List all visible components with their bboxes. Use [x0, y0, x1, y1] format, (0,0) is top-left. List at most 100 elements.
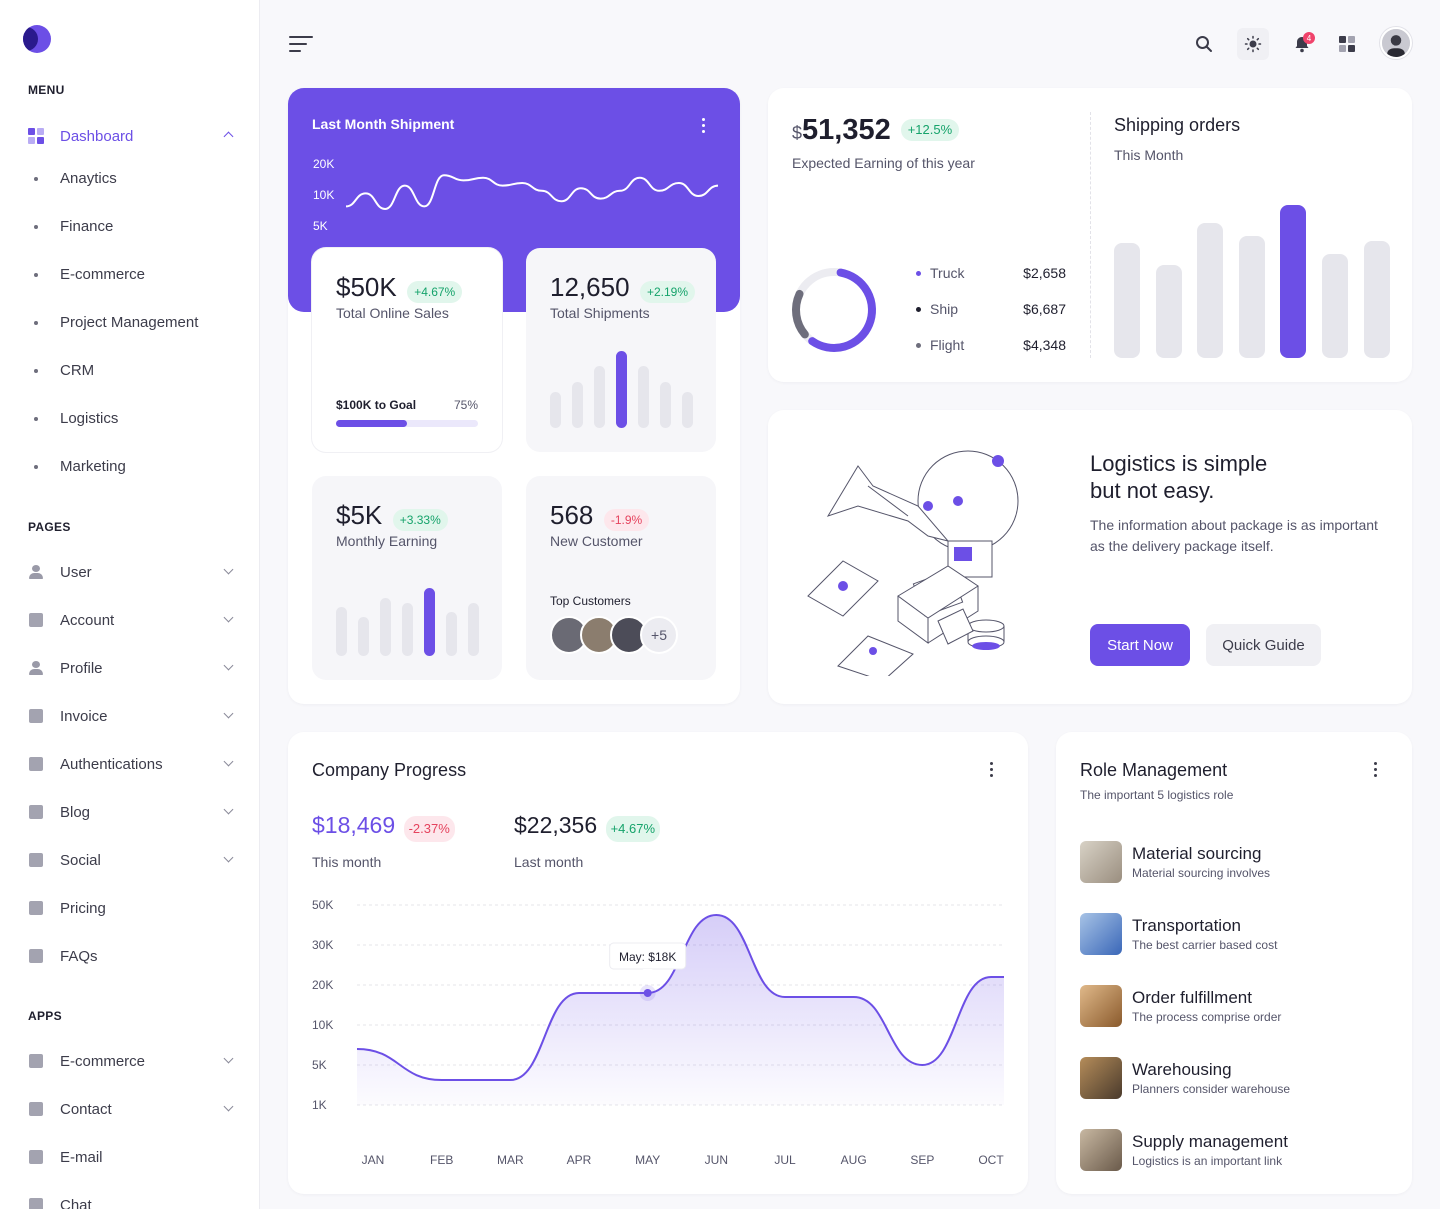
new-customer-card: 568 -1.9% New Customer Top Customers +5 — [526, 476, 716, 680]
sidebar-item-label: Social — [60, 851, 101, 869]
earning-currency: $ — [792, 123, 803, 143]
bar — [1363, 241, 1390, 358]
invoice-icon — [28, 708, 44, 724]
role-item[interactable]: Supply management Logistics is an importa… — [1080, 1129, 1400, 1173]
monthly-earning-card: $5K +3.33% Monthly Earning — [312, 476, 502, 680]
new-customer-change: -1.9% — [603, 508, 650, 531]
progress-area — [357, 915, 1004, 1105]
goal-progress-bar — [336, 420, 478, 427]
pricing-icon — [28, 900, 44, 916]
legend-value: $4,348 — [1023, 337, 1066, 353]
logo[interactable] — [23, 25, 51, 53]
role-description: Planners consider warehouse — [1132, 1082, 1291, 1096]
progress-xtick: AUG — [841, 1153, 867, 1167]
chevron-down-icon — [223, 1101, 234, 1112]
legend-item: Truck $2,658 — [916, 264, 1066, 284]
menu-toggle-button[interactable] — [289, 36, 313, 52]
sidebar-item-dashboard[interactable]: Dashboard — [28, 124, 238, 148]
sidebar-item-faqs[interactable]: FAQs — [28, 944, 238, 968]
shipment-more-button[interactable] — [702, 118, 706, 134]
chevron-down-icon — [223, 1053, 234, 1064]
sidebar-item-label: Authentications — [60, 755, 163, 773]
sidebar-item-pricing[interactable]: Pricing — [28, 896, 238, 920]
donut-slice — [808, 268, 876, 352]
quick-guide-button[interactable]: Quick Guide — [1206, 624, 1321, 666]
bar — [594, 366, 605, 428]
top-customers-label: Top Customers — [550, 594, 631, 608]
monthly-earning-label: Monthly Earning — [336, 533, 438, 549]
new-customer-value: 568 — [550, 500, 594, 530]
sidebar-item-e-commerce[interactable]: E-commerce — [28, 1049, 238, 1073]
sun-icon — [1244, 35, 1262, 53]
bar — [660, 381, 671, 428]
avatar[interactable] — [1380, 27, 1412, 59]
role-thumbnail — [1080, 1057, 1122, 1099]
sidebar-item-authentications[interactable]: Authentications — [28, 752, 238, 776]
chevron-down-icon — [223, 660, 234, 671]
progress-title: Company Progress — [312, 760, 467, 780]
progress-ytick: 5K — [312, 1058, 327, 1072]
progress-more-button[interactable] — [990, 762, 994, 778]
sidebar-subitem[interactable]: CRM — [34, 362, 94, 379]
sidebar-item-blog[interactable]: Blog — [28, 800, 238, 824]
account-icon — [28, 612, 44, 628]
role-description: Material sourcing involves — [1132, 866, 1271, 880]
bar — [402, 602, 413, 656]
apps-button[interactable] — [1331, 28, 1363, 60]
sidebar-subitem[interactable]: E-commerce — [34, 266, 145, 283]
sidebar-item-social[interactable]: Social — [28, 848, 238, 872]
sidebar-subitem[interactable]: Anaytics — [34, 170, 117, 187]
total-shipments-value: 12,650 — [550, 272, 630, 302]
start-now-button[interactable]: Start Now — [1090, 624, 1190, 666]
role-thumbnail — [1080, 985, 1122, 1027]
promo-title: Logistics is simple but not easy. — [1090, 450, 1267, 504]
shipment-title: Last Month Shipment — [312, 116, 455, 132]
shipment-line-chart — [345, 174, 719, 211]
role-item[interactable]: Material sourcing Material sourcing invol… — [1080, 841, 1400, 885]
sidebar-item-contact[interactable]: Contact — [28, 1097, 238, 1121]
role-item[interactable]: Transportation The best carrier based cos… — [1080, 913, 1400, 957]
faq-icon — [28, 948, 44, 964]
monthly-earning-change: +3.33% — [392, 508, 448, 531]
sidebar-item-e-mail[interactable]: E-mail — [28, 1145, 238, 1169]
sidebar-item-account[interactable]: Account — [28, 608, 238, 632]
sidebar-item-label: E-commerce — [60, 1052, 146, 1070]
pages-section-title: PAGES — [28, 520, 71, 534]
sidebar-item-profile[interactable]: Profile — [28, 656, 238, 680]
roles-subtitle: The important 5 logistics role — [1080, 788, 1234, 802]
sidebar-item-user[interactable]: User — [28, 560, 238, 584]
sidebar-subitem-label: Marketing — [60, 458, 126, 475]
promo-title-line: but not easy. — [1090, 478, 1215, 503]
progress-ytick: 50K — [312, 898, 333, 912]
online-sales-change: +4.67% — [407, 280, 463, 303]
more-customers[interactable]: +5 — [640, 616, 678, 654]
role-item[interactable]: Order fulfillment The process comprise or… — [1080, 985, 1400, 1029]
sidebar-subitem[interactable]: Finance — [34, 218, 113, 235]
sidebar-subitem[interactable]: Marketing — [34, 458, 126, 475]
role-description: The process comprise order — [1132, 1010, 1282, 1024]
role-thumbnail — [1080, 913, 1122, 955]
progress-xtick: APR — [567, 1153, 592, 1167]
progress-series-line — [356, 913, 1004, 1081]
sidebar-subitem[interactable]: Project Management — [34, 314, 198, 331]
progress-xtick: OCT — [978, 1153, 1004, 1167]
role-item[interactable]: Warehousing Planners consider warehouse — [1080, 1057, 1400, 1101]
menu-section-title: MENU — [28, 83, 65, 97]
apps-icon — [1339, 36, 1355, 52]
sidebar-item-chat[interactable]: Chat — [28, 1193, 238, 1209]
this-month-change: -2.37% — [403, 815, 455, 842]
sidebar-item-label: Blog — [60, 803, 91, 821]
sidebar-item-invoice[interactable]: Invoice — [28, 704, 238, 728]
top-customers-avatars: +5 — [550, 616, 690, 654]
search-button[interactable] — [1188, 28, 1220, 60]
chevron-up-icon — [223, 131, 234, 142]
sidebar-subitem-label: Project Management — [60, 314, 199, 331]
legend-dot-icon — [916, 307, 921, 312]
notifications-button[interactable]: 4 — [1286, 28, 1318, 60]
chevron-down-icon — [223, 804, 234, 815]
online-sales-label: Total Online Sales — [336, 305, 449, 321]
theme-toggle-button[interactable] — [1237, 28, 1269, 60]
sidebar-subitem[interactable]: Logistics — [34, 410, 118, 427]
roles-more-button[interactable] — [1374, 762, 1378, 778]
shipping-orders-subtitle: This Month — [1114, 147, 1184, 163]
